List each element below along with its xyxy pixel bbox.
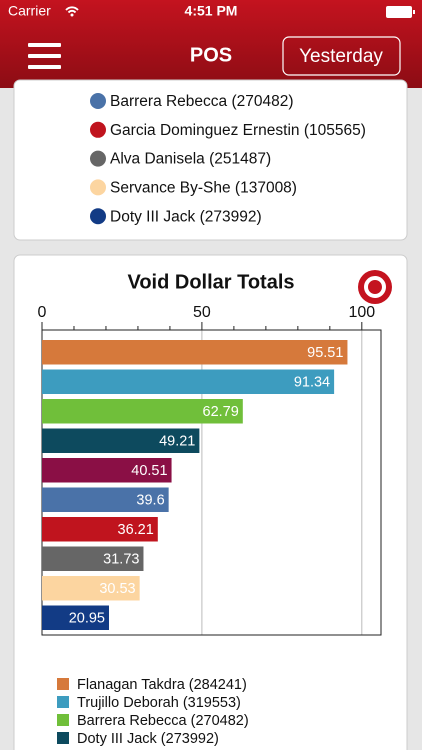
bar — [42, 605, 110, 630]
legend-swatch — [57, 678, 69, 690]
menu-button[interactable] — [28, 43, 61, 69]
bar-value-label: 30.53 — [99, 581, 135, 597]
bar — [42, 487, 169, 512]
yesterday-button[interactable] — [282, 36, 401, 76]
legend-label: Trujillo Deborah (319553) — [77, 695, 241, 711]
yesterday-label[interactable]: Yesterday — [299, 46, 383, 67]
wifi-icon — [65, 6, 79, 14]
bar — [42, 546, 144, 571]
bar-value-label: 49.21 — [159, 434, 195, 450]
legend-card — [13, 79, 408, 241]
bar — [42, 340, 348, 365]
legend-dot — [90, 150, 106, 167]
menu-bar — [28, 54, 61, 58]
bar — [42, 576, 140, 601]
bar — [42, 458, 172, 483]
legend-label: Doty III Jack (273992) — [77, 731, 219, 747]
bar-value-label: 20.95 — [69, 611, 105, 627]
bar-value-label: 62.79 — [203, 404, 239, 420]
bar-value-label: 91.34 — [294, 375, 330, 391]
x-tick-label: 100 — [348, 304, 375, 321]
legend-swatch — [57, 714, 69, 726]
bar-value-label: 95.51 — [307, 345, 343, 361]
legend-label: Servance By-She (137008) — [110, 179, 297, 196]
bar-value-label: 39.6 — [136, 493, 164, 509]
nav-title: POS — [190, 44, 232, 66]
legend-label: Barrera Rebecca (270482) — [110, 93, 294, 110]
logo[interactable] — [358, 270, 392, 304]
x-tick-label: 50 — [193, 304, 211, 321]
legend-swatch — [57, 732, 69, 744]
bar — [42, 517, 158, 542]
legend-label: Garcia Dominguez Ernestin (105565) — [110, 122, 366, 139]
bar — [42, 369, 335, 394]
carrier: Carrier — [8, 3, 51, 19]
legend-dot — [90, 93, 106, 109]
bar — [42, 399, 243, 424]
chart-title: Void Dollar Totals — [127, 271, 294, 293]
legend-label: Flanagan Takdra (284241) — [77, 677, 247, 693]
battery-tip — [413, 10, 415, 14]
legend-swatch — [57, 696, 69, 708]
legend-dot — [90, 121, 106, 138]
battery — [386, 6, 412, 18]
header — [0, 0, 422, 88]
bar-value-label: 36.21 — [118, 522, 154, 538]
bar-value-label: 31.73 — [103, 552, 139, 568]
x-tick-label: 0 — [38, 304, 47, 321]
menu-bar — [28, 65, 61, 69]
legend-label: Alva Danisela (251487) — [110, 151, 271, 168]
wifi-dot — [70, 13, 74, 17]
menu-bar — [28, 43, 61, 47]
legend-dot — [90, 208, 106, 225]
legend-label: Barrera Rebecca (270482) — [77, 713, 249, 729]
time: 4:51 PM — [185, 3, 238, 19]
bar-value-label: 40.51 — [131, 463, 167, 479]
logo-ring — [364, 276, 386, 298]
bar — [42, 428, 200, 453]
legend-label: Doty III Jack (273992) — [110, 208, 262, 225]
legend-dot — [90, 179, 106, 196]
